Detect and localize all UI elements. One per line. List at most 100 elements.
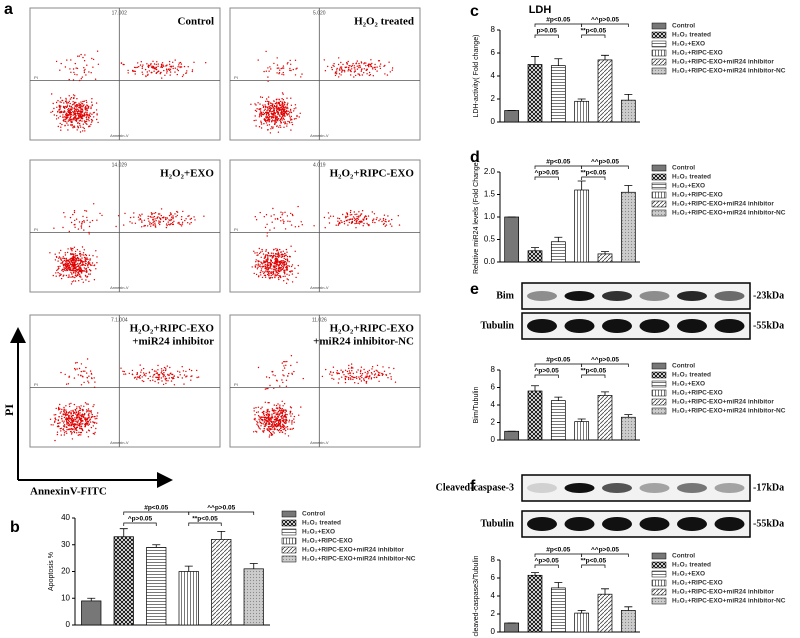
event-dot [348, 370, 351, 372]
event-dot [359, 64, 361, 67]
event-dot [294, 226, 297, 228]
event-dot [157, 213, 160, 215]
plot-x-label: Annexin-V [110, 285, 129, 290]
event-dot [266, 98, 268, 100]
blot-band [714, 483, 745, 493]
panel-letter: d [470, 149, 480, 166]
event-dot [281, 104, 283, 106]
event-dot [62, 413, 64, 415]
event-dot [385, 221, 387, 223]
event-dot [335, 224, 337, 226]
event-dot [73, 430, 75, 433]
blot-band [602, 291, 632, 301]
event-dot [271, 221, 273, 223]
event-dot [265, 267, 268, 269]
event-dot [359, 215, 362, 217]
event-dot [265, 376, 268, 378]
event-dot [67, 248, 69, 250]
event-dot [268, 402, 270, 404]
event-dot [272, 270, 275, 273]
event-dot [78, 422, 81, 425]
event-dot [341, 376, 343, 378]
event-dot [158, 375, 160, 377]
event-dot [269, 428, 271, 431]
event-dot [368, 71, 371, 74]
event-dot [161, 62, 164, 64]
event-dot [268, 102, 270, 104]
event-dot [272, 252, 274, 254]
event-dot [286, 255, 289, 258]
event-dot [352, 216, 355, 218]
event-dot [66, 59, 68, 61]
event-dot [290, 364, 292, 367]
event-dot [79, 423, 82, 425]
event-dot [64, 254, 67, 256]
event-dot [77, 264, 80, 266]
event-dot [64, 252, 67, 254]
blot-label: Cleaved-caspase-3 [436, 482, 514, 493]
event-dot [180, 224, 182, 226]
event-dot [90, 410, 92, 413]
event-dot [65, 120, 67, 123]
event-dot [255, 261, 257, 263]
event-dot [82, 123, 85, 125]
event-dot [283, 255, 286, 258]
event-dot [280, 251, 282, 253]
event-dot [280, 122, 282, 124]
event-dot [70, 260, 73, 262]
event-dot [79, 105, 82, 107]
event-dot [290, 245, 292, 247]
event-dot [265, 261, 267, 263]
event-dot [266, 264, 269, 266]
event-dot [157, 63, 159, 65]
event-dot [80, 363, 83, 365]
event-dot [55, 418, 57, 421]
event-dot [166, 72, 168, 74]
event-dot [73, 211, 76, 214]
event-dot [93, 404, 95, 406]
event-dot [97, 412, 99, 414]
event-dot [271, 277, 274, 279]
event-dot [73, 411, 75, 413]
event-dot [85, 366, 87, 369]
event-dot [66, 269, 69, 272]
event-dot [260, 111, 263, 114]
event-dot [275, 413, 277, 416]
bar [243, 568, 264, 626]
event-dot [276, 423, 278, 425]
event-dot [296, 115, 298, 117]
event-dot [84, 130, 86, 132]
event-dot [63, 406, 65, 409]
blot-band [677, 319, 707, 333]
event-dot [197, 376, 200, 378]
bar [527, 390, 543, 441]
event-dot [71, 432, 73, 434]
event-dot [64, 125, 66, 127]
legend-swatch [651, 579, 667, 587]
blot-row: Tubulin -55kDa [480, 510, 784, 538]
event-dot [270, 68, 272, 70]
event-dot [347, 215, 349, 217]
event-dot [263, 216, 265, 218]
event-dot [78, 367, 81, 370]
event-dot [91, 377, 93, 380]
event-dot [286, 104, 288, 106]
event-dot [93, 422, 96, 424]
event-dot [84, 264, 87, 267]
event-dot [148, 220, 150, 222]
legend-swatch [651, 389, 667, 397]
event-dot [283, 101, 285, 103]
event-dot [58, 252, 60, 254]
event-dot [263, 414, 265, 417]
event-dot [60, 277, 63, 280]
event-dot [68, 403, 71, 405]
event-dot [283, 126, 285, 128]
significance-bracket [123, 511, 190, 515]
event-dot [74, 424, 76, 426]
event-dot [285, 111, 287, 113]
event-dot [298, 225, 300, 228]
event-dot [153, 220, 155, 222]
event-dot [273, 262, 275, 265]
event-dot [361, 373, 364, 375]
event-dot [293, 370, 295, 373]
